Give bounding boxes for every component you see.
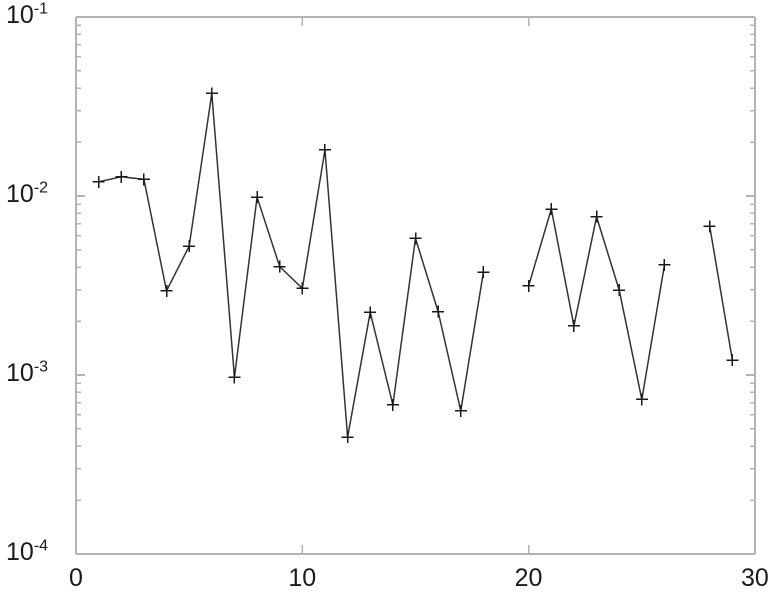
data-series-line <box>98 93 734 438</box>
y-tick-exponent: -4 <box>33 537 49 555</box>
marker-plus <box>726 354 739 367</box>
y-tick-label-2: 10-3 <box>6 359 48 388</box>
marker-plus <box>635 393 648 406</box>
x-tick-label-3: 30 <box>741 564 769 592</box>
marker-plus <box>296 282 309 295</box>
y-tick-mantissa: 10 <box>6 537 34 566</box>
marker-plus <box>364 306 377 319</box>
marker-plus <box>454 404 467 417</box>
marker-plus <box>273 260 286 273</box>
marker-plus <box>658 258 671 271</box>
marker-plus <box>613 284 626 297</box>
marker-plus <box>341 431 354 444</box>
y-tick-exponent: -1 <box>33 0 49 18</box>
marker-plus <box>92 175 105 188</box>
y-tick-mantissa: 10 <box>6 0 34 29</box>
y-tick-exponent: -3 <box>33 358 49 376</box>
series-polyline-2 <box>708 226 734 361</box>
marker-plus <box>522 279 535 292</box>
x-tick-label-0: 0 <box>69 564 83 592</box>
marker-plus <box>477 266 490 279</box>
marker-plus <box>251 191 264 204</box>
y-tick-label-0: 10-1 <box>6 1 48 30</box>
y-tick-mantissa: 10 <box>6 358 34 387</box>
marker-plus <box>183 240 196 253</box>
y-tick-label-1: 10-2 <box>6 180 48 209</box>
marker-plus <box>228 371 241 384</box>
axes-frame <box>75 16 756 555</box>
marker-plus <box>409 232 422 245</box>
y-tick-label-3: 10-4 <box>6 538 48 567</box>
marker-plus <box>205 87 218 100</box>
marker-plus <box>432 305 445 318</box>
marker-plus <box>386 398 399 411</box>
axis-ticks <box>76 17 755 554</box>
marker-plus <box>590 210 603 223</box>
marker-plus <box>567 319 580 332</box>
y-tick-mantissa: 10 <box>6 179 34 208</box>
y-tick-exponent: -2 <box>33 179 49 197</box>
marker-plus <box>160 284 173 297</box>
data-point-markers <box>92 87 739 444</box>
marker-plus <box>137 173 150 186</box>
series-polyline-1 <box>527 208 666 400</box>
series-polyline-0 <box>98 93 485 438</box>
marker-plus <box>115 170 128 183</box>
x-tick-label-2: 20 <box>514 564 543 592</box>
marker-plus <box>545 203 558 216</box>
x-tick-label-1: 10 <box>288 564 317 592</box>
marker-plus <box>703 220 716 233</box>
marker-plus <box>318 143 331 156</box>
